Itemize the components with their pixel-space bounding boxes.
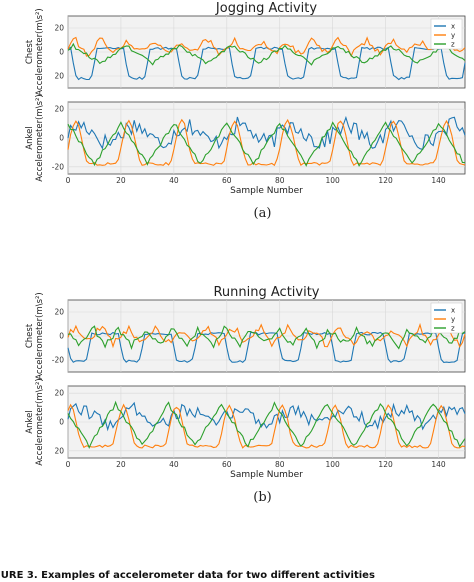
y-axis-label: Chest: [25, 39, 35, 64]
legend-entry: z: [451, 41, 455, 49]
series-x-line: [67, 46, 466, 81]
y-tick-label: 20: [54, 308, 64, 317]
series-z-line: [67, 42, 466, 66]
x-axis-label: Sample Number: [230, 186, 303, 196]
x-tick-label: 40: [169, 176, 179, 185]
y-tick-label: 20: [54, 24, 64, 33]
y-axis-label: Accelerometer(m\s²): [35, 292, 45, 380]
y-tick-label: -20: [52, 162, 64, 171]
series-y-line: [67, 322, 466, 349]
x-tick-label: 80: [275, 176, 285, 185]
x-tick-label: 20: [116, 176, 126, 185]
x-tick-label: 80: [275, 460, 285, 469]
y-axis-label: Chest: [25, 323, 35, 348]
x-tick-label: 60: [222, 460, 232, 469]
y-axis-label: Ankel: [25, 410, 35, 433]
y-axis-label: Accelerometer(m\s²): [35, 8, 45, 96]
x-tick-label: 0: [66, 176, 71, 185]
series-z-line: [67, 325, 466, 350]
panel-1: 20 0 20 xyz Chest Accelerometer(m\s²): [25, 8, 466, 96]
legend-box: [430, 18, 463, 50]
x-tick-label: 140: [431, 176, 446, 185]
y-tick-label: 20: [54, 105, 64, 114]
chart-title: Jogging Activity: [215, 1, 317, 16]
x-tick-label: 20: [116, 460, 126, 469]
series-z-line: [67, 400, 466, 450]
series-x-line: [67, 331, 466, 364]
subfigure-label: (b): [253, 490, 271, 505]
y-axis-label: Ankel: [25, 126, 35, 149]
chart-title: Running Activity: [213, 285, 319, 300]
series-z-line: [67, 121, 466, 167]
series-x-line: [67, 401, 466, 432]
x-tick-label: 60: [222, 176, 232, 185]
figure-caption: FIGURE 3. Examples of accelerometer data…: [0, 570, 375, 581]
series-y-line: [67, 403, 466, 449]
y-tick-label: 20: [54, 446, 64, 455]
legend-entry: x: [451, 23, 455, 31]
x-tick-label: 100: [326, 176, 341, 185]
series-x-line: [67, 115, 466, 150]
x-tick-label: 100: [326, 460, 341, 469]
x-tick-label: 0: [66, 460, 71, 469]
series-y-line: [67, 118, 466, 167]
x-tick-label: 140: [431, 460, 446, 469]
legend-entry: z: [451, 325, 455, 333]
legend-entry: y: [451, 316, 455, 324]
y-axis-label: Accelerometer(m\s²): [35, 94, 45, 182]
subfigure-label: (a): [254, 206, 272, 221]
panel-1: 20 0 -20 xyz Chest Accelerometer(m\s²): [25, 292, 466, 380]
y-tick-label: 0: [59, 134, 64, 143]
y-tick-label: -20: [52, 356, 64, 365]
x-tick-label: 40: [169, 460, 179, 469]
x-tick-label: 120: [378, 176, 393, 185]
y-tick-label: 0: [59, 332, 64, 341]
series-y-line: [67, 36, 466, 58]
x-tick-label: 120: [378, 460, 393, 469]
y-tick-label: 20: [54, 389, 64, 398]
y-tick-label: 0: [59, 48, 64, 57]
y-axis-label: Accelerometer(m\s²): [35, 378, 45, 466]
x-axis-label: Sample Number: [230, 470, 303, 480]
y-tick-label: 0: [59, 418, 64, 427]
legend-entry: y: [451, 32, 455, 40]
y-tick-label: 20: [54, 72, 64, 81]
legend-entry: x: [451, 307, 455, 315]
